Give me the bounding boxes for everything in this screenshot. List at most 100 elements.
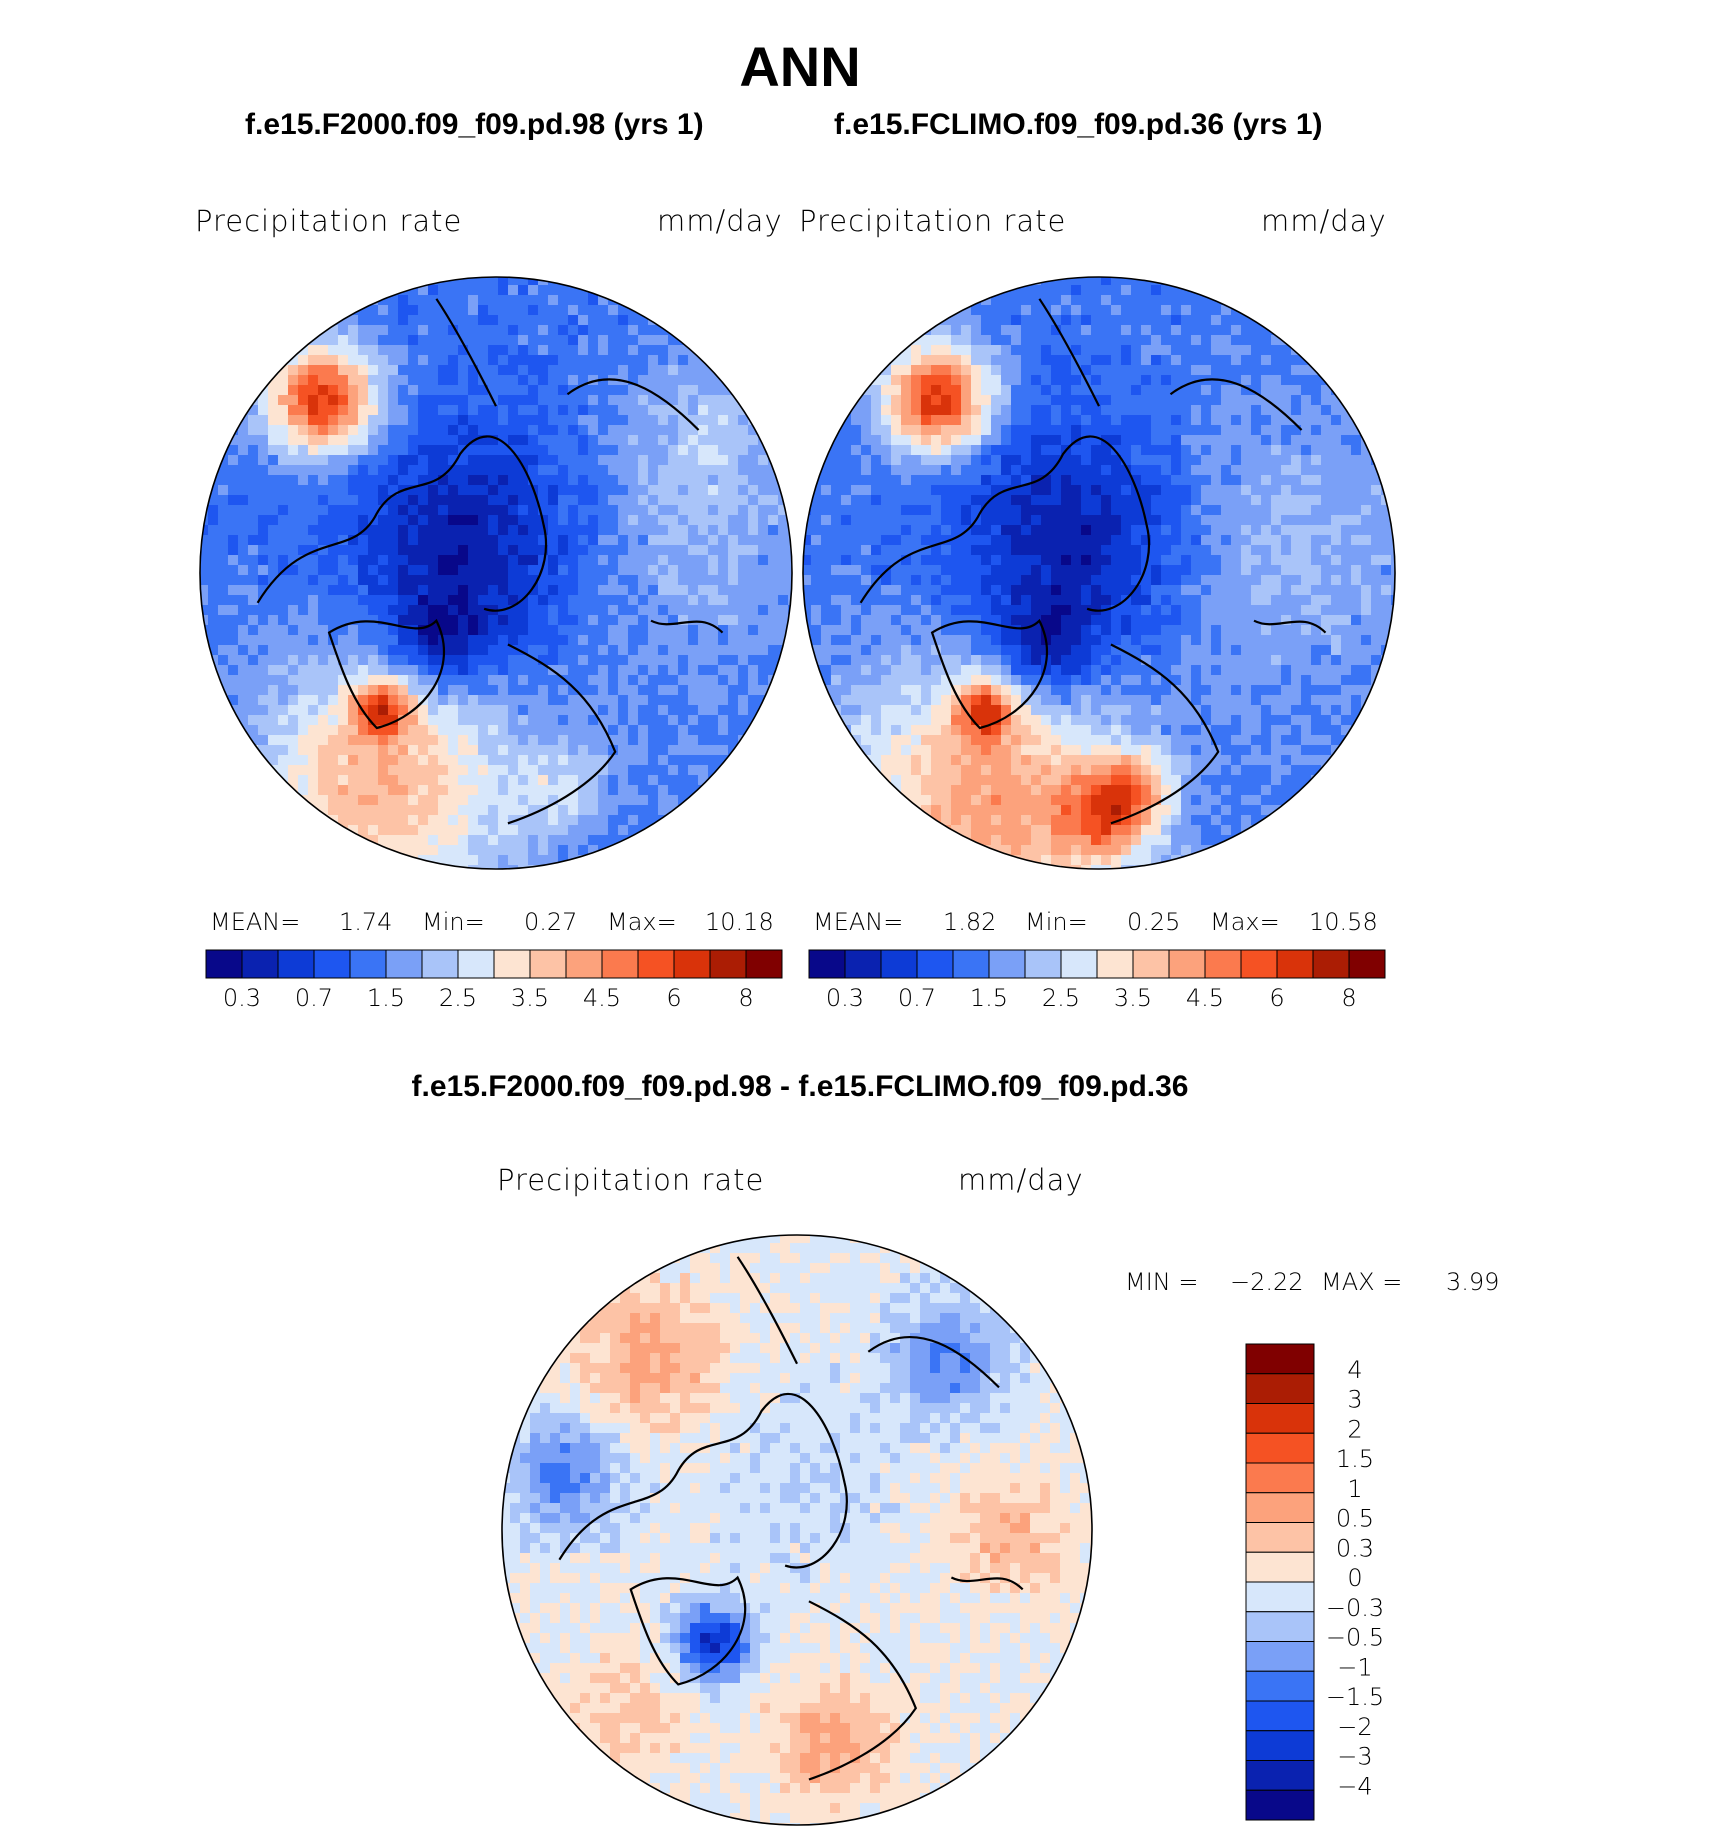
colorbar-tick-label: 0.7: [898, 984, 936, 1012]
colorbar-swatch: [1245, 1343, 1315, 1375]
left-min-label: Min=: [422, 908, 485, 936]
left-variable-label: Precipitation rate: [195, 204, 463, 238]
colorbar-swatch: [1245, 1581, 1315, 1613]
colorbar-tick-label: 8: [738, 984, 753, 1012]
colorbar-swatch: [1168, 949, 1206, 979]
diff-max-value: 3.99: [1446, 1268, 1500, 1296]
left-mean-label: MEAN=: [210, 908, 301, 936]
colorbar-tick-label: 0.5: [1336, 1505, 1374, 1533]
colorbar-swatch: [1245, 1700, 1315, 1732]
colorbar-tick-label: 8: [1341, 984, 1356, 1012]
coastline-0: [558, 1393, 848, 1569]
colorbar-swatch: [1132, 949, 1170, 979]
diff-precip-map: [501, 1234, 1093, 1826]
colorbar-tick-label: 6: [666, 984, 681, 1012]
right-mean-value: 1.82: [943, 908, 997, 936]
left-mean-value: 1.74: [339, 908, 393, 936]
colorbar-swatch: [421, 949, 459, 979]
colorbar-swatch: [1245, 1462, 1315, 1494]
left-max-label: Max=: [607, 908, 677, 936]
colorbar-tick-label: −3: [1337, 1743, 1372, 1771]
colorbar-swatch: [844, 949, 882, 979]
colorbar-swatch: [349, 949, 387, 979]
colorbar-tick-label: −4: [1337, 1772, 1372, 1800]
colorbar-swatch: [952, 949, 990, 979]
colorbar-swatch: [1348, 949, 1386, 979]
colorbar-swatch: [1245, 1789, 1315, 1821]
right-max-value: 10.58: [1309, 908, 1378, 936]
right-variable-label: Precipitation rate: [799, 204, 1067, 238]
colorbar-swatch: [1312, 949, 1350, 979]
colorbar-swatch: [916, 949, 954, 979]
colorbar-tick-label: −1.5: [1326, 1683, 1384, 1711]
colorbar-swatch: [1245, 1611, 1315, 1642]
colorbar-tick-label: 0.3: [826, 984, 864, 1012]
colorbar-tick-label: 4.5: [583, 984, 621, 1012]
colorbar-tick-label: 4: [1347, 1356, 1362, 1384]
left-min-value: 0.27: [524, 908, 578, 936]
colorbar-tick-label: 0.3: [1336, 1534, 1374, 1562]
colorbar-swatch: [1245, 1641, 1315, 1672]
coastline-4: [736, 1256, 798, 1365]
colorbar-tick-label: 3: [1347, 1386, 1362, 1414]
right-min-label: Min=: [1025, 908, 1088, 936]
colorbar-swatch: [1096, 949, 1134, 979]
coastline-4: [1038, 298, 1100, 407]
colorbar-tick-label: −0.5: [1326, 1624, 1384, 1652]
colorbar-tick-label: 3.5: [511, 984, 549, 1012]
colorbar-swatch: [529, 949, 567, 979]
colorbar-swatch: [1204, 949, 1242, 979]
colorbar-tick-label: 1.5: [970, 984, 1008, 1012]
coastline-1: [930, 618, 1049, 730]
coastline-4: [435, 298, 497, 407]
diff-max-label: MAX =: [1321, 1268, 1403, 1296]
colorbar-tick-label: 0.7: [295, 984, 333, 1012]
colorbar-swatch: [313, 949, 351, 979]
colorbar-swatch: [880, 949, 918, 979]
colorbar-swatch: [241, 949, 279, 979]
colorbar-swatch: [1240, 949, 1278, 979]
colorbar-swatch: [745, 949, 783, 979]
left-max-value: 10.18: [705, 908, 774, 936]
coastline-3: [867, 1335, 1000, 1389]
colorbar-tick-label: 2.5: [1042, 984, 1080, 1012]
colorbar-swatch: [1245, 1551, 1315, 1583]
colorbar-tick-label: 1.5: [1336, 1445, 1374, 1473]
diff-units-label: mm/day: [958, 1163, 1084, 1197]
coastline-2: [808, 1600, 918, 1781]
colorbar-swatch: [1245, 1432, 1315, 1464]
map-border: [802, 276, 1396, 870]
coastline-5: [1253, 619, 1327, 634]
coastline-2: [1110, 643, 1220, 825]
left-precip-map: [199, 276, 793, 870]
colorbar-swatch: [1245, 1373, 1315, 1404]
left-case-title: f.e15.F2000.f09_f09.pd.98 (yrs 1): [245, 108, 704, 141]
page-title: ANN: [739, 35, 861, 98]
coastline-3: [1169, 378, 1303, 431]
coastline-0: [256, 435, 548, 612]
colorbar-swatch: [277, 949, 315, 979]
right-units-label: mm/day: [1261, 204, 1387, 238]
colorbar-swatch: [1245, 1492, 1315, 1523]
colorbar-swatch: [457, 949, 495, 979]
right-mean-label: MEAN=: [813, 908, 904, 936]
colorbar-swatch: [1245, 1760, 1315, 1791]
diff-title: f.e15.F2000.f09_f09.pd.98 - f.e15.FCLIMO…: [411, 1070, 1189, 1103]
right-min-value: 0.25: [1127, 908, 1181, 936]
diff-min-value: −2.22: [1230, 1268, 1304, 1296]
colorbar-tick-label: 2: [1347, 1415, 1362, 1443]
coastline-1: [327, 618, 446, 730]
diff-variable-label: Precipitation rate: [497, 1163, 765, 1197]
colorbar-swatch: [493, 949, 531, 979]
colorbar-tick-label: 3.5: [1114, 984, 1152, 1012]
colorbar-swatch: [1245, 1522, 1315, 1553]
colorbar-swatch: [637, 949, 675, 979]
colorbar-tick-label: −1: [1337, 1653, 1372, 1681]
colorbar-tick-label: 6: [1269, 984, 1284, 1012]
colorbar-tick-label: 1.5: [367, 984, 405, 1012]
left-units-label: mm/day: [657, 204, 783, 238]
map-border: [199, 276, 793, 870]
colorbar-swatch: [1024, 949, 1062, 979]
colorbar-tick-label: −2: [1337, 1713, 1372, 1741]
